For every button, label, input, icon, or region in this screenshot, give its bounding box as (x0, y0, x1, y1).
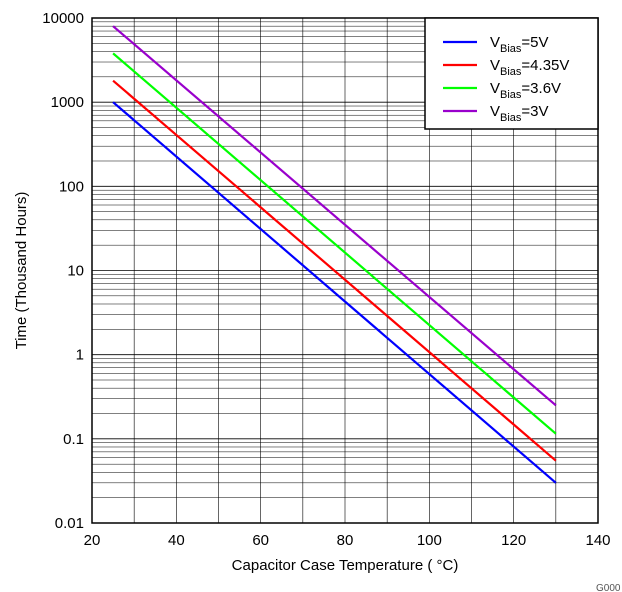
series-line (112, 25, 557, 407)
plot-frame (91, 17, 599, 524)
series-line (112, 79, 557, 462)
series-line (112, 52, 557, 435)
y-tick-label: 10 (67, 263, 84, 280)
y-tick-labels: 0.01 0.1 1 10 100 1000 10000 (42, 10, 84, 532)
legend-label: VBias=5V (490, 34, 549, 55)
x-tick-label: 140 (585, 532, 610, 549)
y-tick-label: 0.01 (55, 515, 84, 532)
x-tick-labels: 20 40 60 80 100 120 140 (84, 532, 611, 549)
y-tick-label: 1 (76, 347, 84, 364)
y-tick-label: 100 (59, 178, 84, 195)
y-tick-label: 10000 (42, 10, 84, 27)
grid (92, 18, 598, 523)
legend-label: VBias=4.35V (490, 57, 569, 78)
legend-label: VBias=3.6V (490, 80, 561, 101)
figure-id: G000 (596, 583, 621, 592)
x-axis-title: Capacitor Case Temperature ( °C) (232, 557, 459, 574)
x-tick-label: 20 (84, 532, 101, 549)
x-tick-label: 60 (252, 532, 269, 549)
y-axis-title: Time (Thousand Hours) (13, 192, 30, 350)
series-line (112, 101, 557, 484)
legend-label: VBias=3V (490, 103, 549, 124)
x-tick-label: 80 (337, 532, 354, 549)
series-lines (112, 25, 557, 484)
x-tick-label: 100 (417, 532, 442, 549)
x-tick-label: 40 (168, 532, 185, 549)
x-tick-label: 120 (501, 532, 526, 549)
y-tick-label: 1000 (51, 94, 84, 111)
y-tick-label: 0.1 (63, 431, 84, 448)
